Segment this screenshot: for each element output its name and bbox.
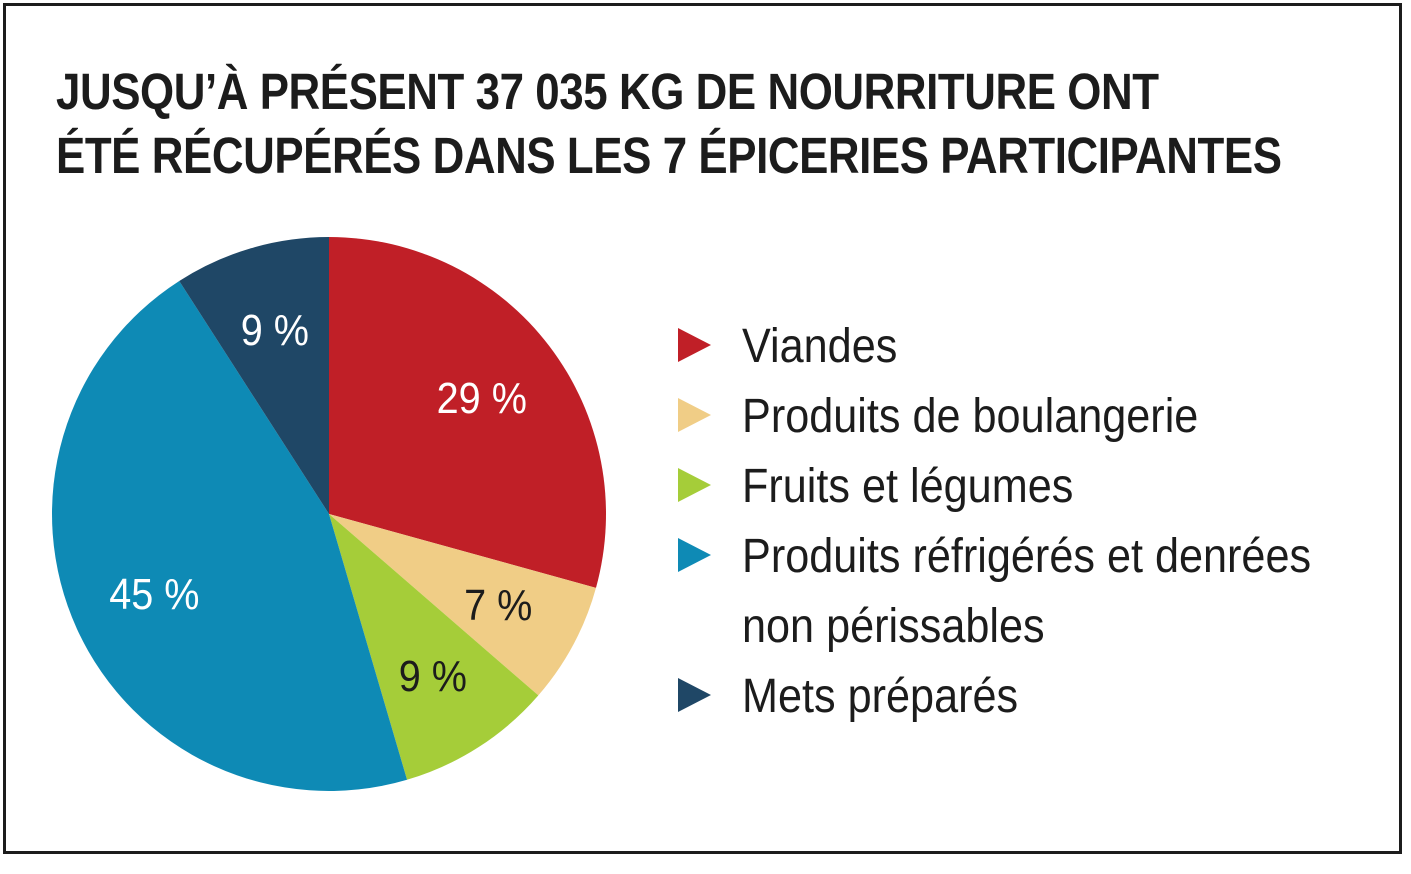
pie-slice-3 xyxy=(329,514,539,780)
legend-marker-triangle-icon xyxy=(678,328,711,362)
legend-label: Produits réfrigérés et denrées non péris… xyxy=(742,530,1312,653)
chart-title-line-1: JUSQU’À PRÉSENT 37 035 KG DE NOURRITURE … xyxy=(56,63,1159,120)
legend-label: Viandes xyxy=(742,320,898,373)
chart-title: JUSQU’À PRÉSENT 37 035 KG DE NOURRITURE … xyxy=(56,60,1282,188)
pie-slice-4 xyxy=(52,280,408,791)
pie-slice-label-5: 9 % xyxy=(241,305,309,354)
pie-slice-label-4: 45 % xyxy=(109,569,199,618)
legend-label: Fruits et légumes xyxy=(742,460,1074,513)
pie-slice-label-2: 7 % xyxy=(464,580,532,629)
legend-marker-triangle-icon xyxy=(678,468,711,502)
legend-label: Mets préparés xyxy=(742,670,1019,723)
pie-slice-1 xyxy=(329,237,606,588)
legend-marker-triangle-icon xyxy=(678,398,711,432)
legend-label: Produits de boulangerie xyxy=(742,390,1199,443)
pie-slice-label-3: 9 % xyxy=(399,651,467,700)
pie-slice-2 xyxy=(329,514,596,696)
chart-title-line-2: ÉTÉ RÉCUPÉRÉS DANS LES 7 ÉPICERIES PARTI… xyxy=(56,127,1282,184)
pie-slice-label-1: 29 % xyxy=(437,373,527,422)
pie-slice-5 xyxy=(179,237,329,514)
legend-marker-triangle-icon xyxy=(678,538,711,572)
legend-marker-triangle-icon xyxy=(678,678,711,712)
